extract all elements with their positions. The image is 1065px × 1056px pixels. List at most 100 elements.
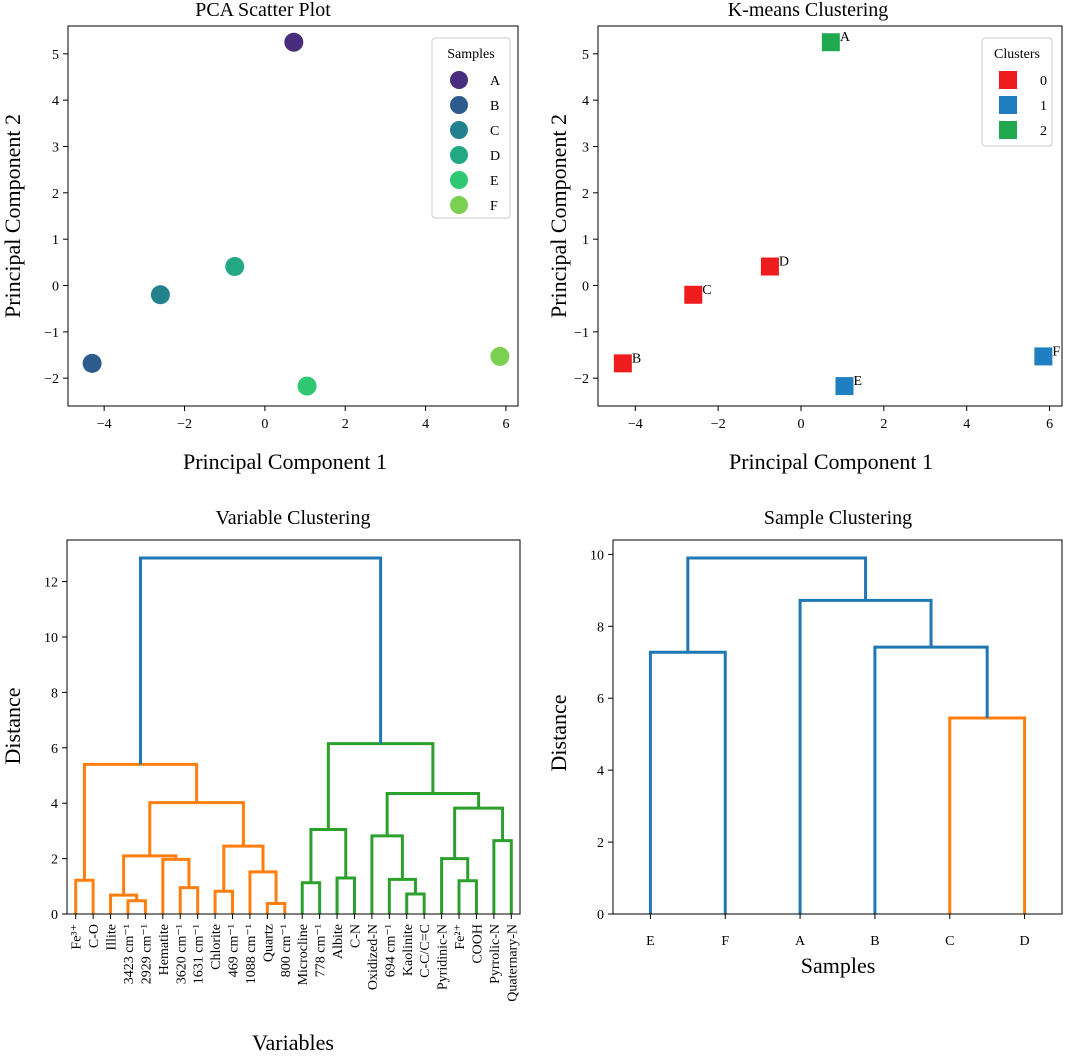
sample-dendrogram-link-2 bbox=[873, 645, 989, 914]
pca-scatter-panel: PCA Scatter Plot Principal Component 1 P… bbox=[0, 0, 519, 474]
kmeans-ytick-label: 4 bbox=[582, 94, 589, 109]
pca-legend-label-E: E bbox=[490, 174, 499, 189]
variable-dendrogram-link-8 bbox=[248, 870, 278, 914]
variable-dendrogram-link-18 bbox=[457, 879, 478, 914]
variable-dendrogram-link-23 bbox=[326, 742, 435, 830]
variable-dendrogram-frame bbox=[66, 539, 521, 915]
sample-dendrogram-leaf-label: D bbox=[1020, 934, 1030, 949]
variable-dendrogram-leaf-label: Pyridinic-N bbox=[436, 924, 451, 990]
variable-dendrogram-link-15 bbox=[405, 892, 426, 914]
kmeans-point-D bbox=[760, 257, 779, 276]
variable-dendrogram-panel: Variable Clustering Variables Distance 0… bbox=[0, 507, 521, 1055]
kmeans-ytick-label: 1 bbox=[582, 233, 589, 248]
variable-dendrogram-leaf-label: 3620 cm⁻¹ bbox=[174, 924, 189, 984]
pca-xtick-label: 0 bbox=[261, 417, 268, 432]
pca-plot-area: −4 −2 0 2 4 6 −2 −1 0 1 2 3 4 5 bbox=[44, 25, 519, 432]
pca-legend-marker-D bbox=[450, 146, 468, 164]
sample-dendrogram-title: Sample Clustering bbox=[764, 507, 912, 529]
variable-dendrogram-link-7 bbox=[265, 901, 287, 914]
variable-dendrogram-link-6 bbox=[213, 889, 235, 914]
kmeans-legend-items: 0 1 2 bbox=[999, 71, 1047, 139]
kmeans-legend-marker-1 bbox=[999, 96, 1017, 114]
sample-dendrogram-ytick-label: 8 bbox=[597, 620, 604, 635]
variable-dendrogram-link-22 bbox=[385, 791, 481, 836]
variable-dendrogram-leaf-label: 694 cm⁻¹ bbox=[383, 924, 398, 977]
variable-dendrogram-leaf-label: C-O bbox=[87, 924, 102, 948]
sample-dendrogram-leaf-label: F bbox=[721, 934, 729, 949]
kmeans-legend-label-0: 0 bbox=[1040, 74, 1047, 89]
pca-ylabel: Principal Component 2 bbox=[0, 114, 25, 318]
kmeans-scatter-panel: K-means Clustering Principal Component 1… bbox=[546, 0, 1063, 474]
kmeans-xtick-label: −4 bbox=[628, 417, 643, 432]
variable-dendrogram-link-20 bbox=[492, 839, 513, 914]
pca-point-D bbox=[225, 257, 245, 277]
variable-dendrogram-link-19 bbox=[440, 857, 470, 914]
variable-dendrogram-leaf-label: C-C/C=C bbox=[418, 924, 433, 978]
kmeans-point-A bbox=[821, 33, 840, 52]
sample-dendrogram-panel: Sample Clustering Samples Distance 0 2 4 6 8… bbox=[546, 507, 1063, 978]
sample-dendrogram-link-4 bbox=[686, 556, 868, 653]
kmeans-xtick-label: −2 bbox=[711, 417, 726, 432]
pca-title: PCA Scatter Plot bbox=[195, 0, 331, 21]
sample-dendrogram-xlabel: Samples bbox=[801, 953, 876, 978]
variable-dendrogram-ytick-label: 4 bbox=[51, 797, 58, 812]
variable-dendrogram-ytick-label: 8 bbox=[51, 686, 58, 701]
sample-dendrogram-plot-area: 0 2 4 6 8 10 E F A B C D bbox=[590, 539, 1063, 949]
pca-ytick-label: −1 bbox=[44, 326, 59, 341]
variable-dendrogram-ytick-label: 2 bbox=[51, 853, 58, 868]
kmeans-ytick-label: 3 bbox=[582, 140, 589, 155]
kmeans-legend-marker-2 bbox=[999, 121, 1017, 139]
variable-dendrogram-link-11 bbox=[82, 762, 199, 881]
sample-dendrogram-leaf-label: C bbox=[945, 934, 954, 949]
variable-dendrogram-leaf-label: 800 cm⁻¹ bbox=[279, 924, 294, 977]
sample-dendrogram-leaf-label: B bbox=[870, 934, 879, 949]
variable-dendrogram-link-3 bbox=[178, 886, 200, 914]
pca-xtick-label: 6 bbox=[502, 417, 509, 432]
pca-point-A bbox=[284, 32, 304, 52]
kmeans-ytick-label: 2 bbox=[582, 187, 589, 202]
sample-dendrogram-frame bbox=[612, 539, 1063, 915]
variable-dendrogram-plot-area: 0 2 4 6 8 10 12 Fe³⁺ C-O Illite 3423 cm⁻¹ 2929 cm⁻¹… bbox=[44, 539, 521, 1002]
variable-dendrogram-leaf-label: Kaolinite bbox=[401, 924, 416, 976]
variable-dendrogram-link-13 bbox=[335, 876, 356, 914]
pca-point-E bbox=[297, 376, 317, 396]
kmeans-xtick-label: 4 bbox=[963, 417, 970, 432]
kmeans-point-label-E: E bbox=[854, 374, 863, 389]
variable-dendrogram-leaf-label: Quartz bbox=[261, 924, 276, 962]
kmeans-ytick-label: 5 bbox=[582, 48, 589, 63]
variable-dendrogram-leaf-label: Fe²⁺ bbox=[453, 924, 468, 950]
variable-dendrogram-link-21 bbox=[453, 806, 505, 859]
variable-dendrogram-link-5 bbox=[122, 854, 178, 896]
variable-dendrogram-link-1 bbox=[126, 899, 147, 914]
variable-dendrogram-leaf-label: Oxidized-N bbox=[366, 924, 381, 990]
kmeans-legend-marker-0 bbox=[999, 71, 1017, 89]
pca-ytick-label: 5 bbox=[52, 48, 59, 63]
pca-legend-marker-E bbox=[450, 171, 468, 189]
kmeans-point-F bbox=[1034, 347, 1053, 366]
variable-dendrogram-leaf-label: Illite bbox=[105, 924, 120, 950]
variable-dendrogram-ytick-label: 0 bbox=[51, 908, 58, 923]
kmeans-point-label-D: D bbox=[779, 255, 789, 270]
pca-legend-label-D: D bbox=[490, 149, 500, 164]
kmeans-point-B bbox=[613, 354, 632, 373]
pca-legend-title: Samples bbox=[447, 47, 494, 62]
sample-dendrogram-ytick-label: 2 bbox=[597, 836, 604, 851]
pca-ytick-label: 0 bbox=[52, 280, 59, 295]
kmeans-xtick-label: 0 bbox=[798, 417, 805, 432]
variable-dendrogram-leaf-label: Hematite bbox=[157, 924, 172, 975]
sample-dendrogram-link-0 bbox=[648, 650, 727, 914]
kmeans-xtick-label: 2 bbox=[880, 417, 887, 432]
kmeans-point-label-F: F bbox=[1052, 344, 1060, 359]
sample-dendrogram-link-1 bbox=[948, 716, 1027, 914]
kmeans-point-label-A: A bbox=[840, 30, 851, 45]
variable-dendrogram-link-10 bbox=[148, 801, 245, 856]
kmeans-legend-label-2: 2 bbox=[1040, 124, 1047, 139]
variable-dendrogram-leaf-label: Chlorite bbox=[209, 924, 224, 970]
sample-dendrogram-leaf-label: E bbox=[646, 934, 655, 949]
kmeans-point-label-B: B bbox=[632, 351, 641, 366]
kmeans-ylabel: Principal Component 2 bbox=[546, 114, 571, 318]
variable-dendrogram-link-4 bbox=[161, 857, 191, 914]
